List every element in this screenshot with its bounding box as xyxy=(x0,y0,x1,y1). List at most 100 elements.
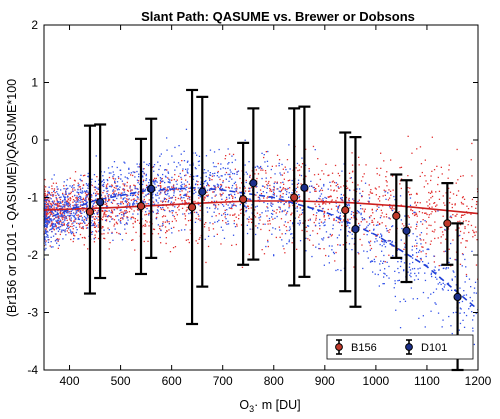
scatter-point xyxy=(314,224,317,226)
scatter-point xyxy=(46,226,48,228)
scatter-point xyxy=(120,222,122,224)
scatter-point xyxy=(45,186,47,188)
scatter-point xyxy=(44,214,46,216)
scatter-point xyxy=(73,234,75,237)
scatter-point xyxy=(416,242,418,244)
scatter-point xyxy=(78,186,80,188)
scatter-point xyxy=(84,199,86,201)
scatter-point xyxy=(49,197,51,199)
scatter-point xyxy=(351,164,354,166)
scatter-point xyxy=(162,187,165,190)
errorbar-b156 xyxy=(339,131,352,293)
scatter-point xyxy=(381,234,383,236)
scatter-point xyxy=(372,221,374,223)
scatter-point xyxy=(212,191,214,193)
scatter-point xyxy=(233,214,235,216)
scatter-point xyxy=(79,178,81,180)
scatter-point xyxy=(399,183,401,185)
scatter-point xyxy=(250,218,252,220)
scatter-point xyxy=(235,190,238,193)
scatter-point xyxy=(142,170,144,173)
scatter-point xyxy=(422,315,424,317)
scatter-point xyxy=(261,167,263,170)
scatter-point xyxy=(54,210,57,212)
scatter-point xyxy=(186,193,188,195)
scatter-point xyxy=(104,201,106,203)
scatter-point xyxy=(162,173,164,176)
scatter-point xyxy=(122,197,124,200)
scatter-point xyxy=(350,177,352,179)
scatter-point xyxy=(455,284,457,286)
scatter-point xyxy=(289,205,291,207)
scatter-point xyxy=(101,233,103,235)
scatter-point xyxy=(257,166,259,168)
scatter-point xyxy=(315,215,317,217)
scatter-point xyxy=(234,159,237,161)
scatter-point xyxy=(276,188,278,190)
scatter-point xyxy=(122,211,124,213)
scatter-point xyxy=(81,190,83,192)
scatter-point xyxy=(462,203,465,205)
scatter-point xyxy=(284,166,286,168)
scatter-point xyxy=(123,215,125,217)
scatter-point xyxy=(180,196,182,198)
scatter-point xyxy=(181,200,183,202)
scatter-point xyxy=(448,261,450,264)
scatter-point xyxy=(164,191,166,193)
scatter-point xyxy=(300,183,302,185)
scatter-point xyxy=(266,187,268,189)
scatter-point xyxy=(154,177,156,179)
scatter-point xyxy=(49,214,52,216)
errorbar-d101 xyxy=(400,179,413,284)
scatter-point xyxy=(113,193,115,195)
scatter-point xyxy=(164,226,167,228)
scatter-point xyxy=(222,181,224,184)
scatter-point xyxy=(124,197,126,199)
scatter-point xyxy=(305,226,307,228)
scatter-point xyxy=(64,199,66,201)
scatter-point xyxy=(274,228,277,230)
y-tick-label: 1 xyxy=(31,76,38,90)
scatter-point xyxy=(268,180,270,183)
scatter-point xyxy=(155,177,157,180)
scatter-point xyxy=(440,236,442,238)
scatter-point xyxy=(93,218,95,220)
scatter-point xyxy=(216,175,218,177)
scatter-point xyxy=(59,226,62,228)
scatter-point xyxy=(272,227,274,229)
scatter-point xyxy=(74,235,76,237)
scatter-point xyxy=(129,203,131,205)
scatter-point xyxy=(185,224,187,226)
scatter-point xyxy=(440,166,442,168)
scatter-point xyxy=(203,223,206,225)
scatter-point xyxy=(212,223,214,225)
scatter-point xyxy=(120,174,122,176)
scatter-point xyxy=(421,212,424,214)
scatter-point xyxy=(337,207,339,209)
scatter-point xyxy=(338,175,341,177)
scatter-point xyxy=(103,229,105,231)
scatter-point xyxy=(279,236,281,238)
scatter-point xyxy=(67,223,69,225)
scatter-point xyxy=(109,220,111,223)
scatter-point xyxy=(213,186,216,188)
scatter-point xyxy=(51,192,53,194)
scatter-point xyxy=(80,174,82,176)
scatter-point xyxy=(67,187,69,190)
scatter-point xyxy=(85,217,87,219)
scatter-point xyxy=(47,190,49,192)
scatter-point xyxy=(180,178,183,180)
scatter-point xyxy=(250,187,253,189)
scatter-point xyxy=(369,217,371,219)
scatter-point xyxy=(454,276,456,278)
scatter-point xyxy=(164,215,167,217)
scatter-point xyxy=(323,248,325,250)
scatter-point xyxy=(197,160,200,163)
scatter-point xyxy=(132,239,134,241)
scatter-point xyxy=(331,249,333,251)
scatter-point xyxy=(350,217,353,219)
scatter-point xyxy=(308,170,310,172)
scatter-point xyxy=(53,203,55,205)
scatter-point xyxy=(245,206,248,209)
scatter-point xyxy=(407,215,409,217)
